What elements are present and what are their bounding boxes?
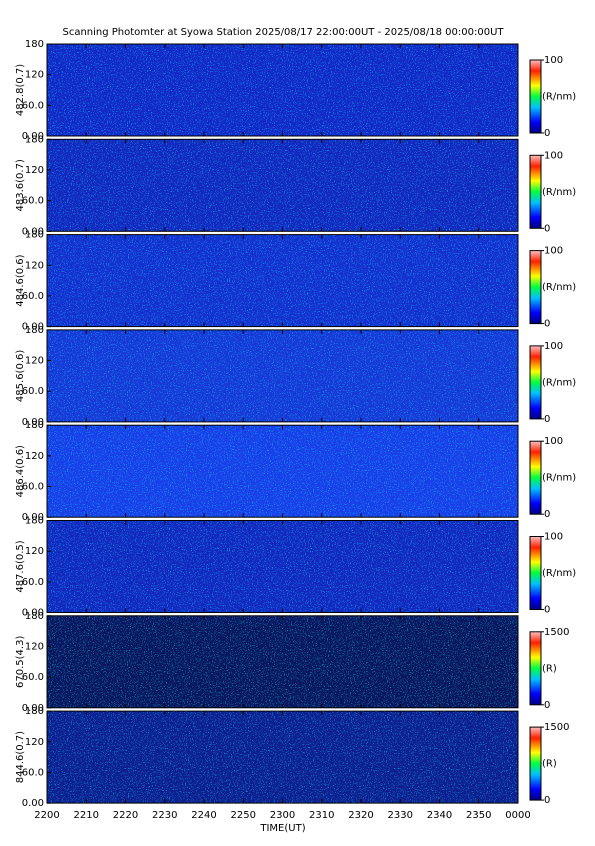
heatmap-noise bbox=[47, 234, 518, 327]
x-tick-label: 2350 bbox=[466, 810, 491, 821]
x-tick-label: 2330 bbox=[388, 810, 413, 821]
y-tick-label: 120 bbox=[25, 165, 44, 176]
colorbar-label: (R/nm) bbox=[542, 473, 576, 484]
colorbar bbox=[529, 250, 542, 325]
x-tick-label: 0000 bbox=[505, 810, 530, 821]
y-tick-label: 0.00 bbox=[22, 703, 44, 714]
colorbar-tick-label: 0 bbox=[544, 319, 550, 330]
y-tick-label: 120 bbox=[25, 737, 44, 748]
y-tick-label: 60.0 bbox=[22, 100, 44, 111]
colorbar-label: (R/nm) bbox=[542, 377, 576, 388]
x-tick-label: 2250 bbox=[231, 810, 256, 821]
x-tick-label: 2230 bbox=[152, 810, 177, 821]
y-tick-label: 60.0 bbox=[22, 767, 44, 778]
colorbar-label: (R) bbox=[542, 759, 557, 770]
colorbar bbox=[529, 59, 542, 134]
colorbar bbox=[529, 631, 542, 706]
y-tick-label: 180 bbox=[25, 706, 44, 717]
x-tick-label: 2340 bbox=[427, 810, 452, 821]
y-tick-label: 180 bbox=[25, 325, 44, 336]
colorbar-label: (R) bbox=[542, 663, 557, 674]
colorbar-tick-label: 0 bbox=[544, 414, 550, 425]
y-axis-label: 844.6(0.7) bbox=[15, 731, 26, 783]
colorbar bbox=[529, 726, 542, 801]
colorbar-label: (R/nm) bbox=[542, 282, 576, 293]
y-axis-label: 486.4(0.6) bbox=[15, 445, 26, 497]
colorbar-label: (R/nm) bbox=[542, 568, 576, 579]
y-tick-label: 120 bbox=[25, 451, 44, 462]
colorbar-tick-label: 1500 bbox=[544, 627, 569, 638]
heatmap-noise bbox=[47, 520, 518, 613]
x-tick-label: 2320 bbox=[348, 810, 373, 821]
y-tick-label: 60.0 bbox=[22, 291, 44, 302]
colorbar bbox=[529, 154, 542, 229]
y-tick-label: 0.00 bbox=[22, 226, 44, 237]
y-axis-label: 670.5(4.3) bbox=[15, 636, 26, 688]
colorbar bbox=[529, 345, 542, 420]
colorbar-tick-label: 0 bbox=[544, 700, 550, 711]
colorbar-tick-label: 0 bbox=[544, 509, 550, 520]
colorbar-label: (R/nm) bbox=[542, 92, 576, 103]
y-tick-label: 60.0 bbox=[22, 482, 44, 493]
y-axis-label: 484.6(0.6) bbox=[15, 254, 26, 306]
colorbar-tick-label: 100 bbox=[544, 341, 563, 352]
colorbar-tick-label: 100 bbox=[544, 246, 563, 257]
heatmap-noise bbox=[47, 711, 518, 804]
y-tick-label: 60.0 bbox=[22, 577, 44, 588]
y-tick-label: 0.00 bbox=[22, 417, 44, 428]
y-axis-label: 485.6(0.6) bbox=[15, 350, 26, 402]
x-axis-label: TIME(UT) bbox=[259, 823, 305, 834]
y-tick-label: 60.0 bbox=[22, 386, 44, 397]
x-tick-label: 2300 bbox=[270, 810, 295, 821]
colorbar-tick-label: 100 bbox=[544, 532, 563, 543]
heatmap-noise bbox=[47, 615, 518, 708]
x-tick-label: 2220 bbox=[113, 810, 138, 821]
y-tick-label: 0.00 bbox=[22, 608, 44, 619]
colorbar-label: (R/nm) bbox=[542, 187, 576, 198]
colorbar bbox=[529, 536, 542, 610]
x-tick-label: 2200 bbox=[34, 810, 59, 821]
heatmap-noise bbox=[47, 44, 518, 136]
x-tick-label: 2240 bbox=[191, 810, 216, 821]
heatmap-noise bbox=[47, 139, 518, 232]
colorbar bbox=[529, 440, 542, 515]
heatmap-noise bbox=[47, 329, 518, 422]
y-tick-label: 120 bbox=[25, 260, 44, 271]
title: Scanning Photomter at Syowa Station 2025… bbox=[62, 27, 504, 38]
y-tick-label: 120 bbox=[25, 641, 44, 652]
y-tick-label: 180 bbox=[25, 420, 44, 431]
colorbar-tick-label: 1500 bbox=[544, 722, 569, 733]
colorbar-tick-label: 100 bbox=[544, 150, 563, 161]
y-tick-label: 120 bbox=[25, 546, 44, 557]
y-tick-label: 180 bbox=[25, 611, 44, 622]
y-tick-label: 180 bbox=[25, 134, 44, 145]
y-tick-label: 120 bbox=[25, 356, 44, 367]
x-tick-label: 2210 bbox=[74, 810, 99, 821]
y-tick-label: 180 bbox=[25, 39, 44, 50]
x-tick-label: 2310 bbox=[309, 810, 334, 821]
y-tick-label: 0.00 bbox=[22, 322, 44, 333]
y-axis-label: 483.6(0.7) bbox=[15, 159, 26, 211]
colorbar-tick-label: 0 bbox=[544, 605, 550, 616]
y-tick-label: 0.00 bbox=[22, 512, 44, 523]
y-tick-label: 60.0 bbox=[22, 672, 44, 683]
colorbar-tick-label: 0 bbox=[544, 128, 550, 139]
colorbar-tick-label: 100 bbox=[544, 55, 563, 66]
colorbar-tick-label: 100 bbox=[544, 436, 563, 447]
heatmap-noise bbox=[47, 425, 518, 518]
y-tick-label: 60.0 bbox=[22, 196, 44, 207]
colorbar-tick-label: 0 bbox=[544, 795, 550, 806]
y-tick-label: 0.00 bbox=[22, 131, 44, 142]
y-tick-label: 0.00 bbox=[22, 798, 44, 809]
colorbar-tick-label: 0 bbox=[544, 223, 550, 234]
y-axis-label: 487.6(0.5) bbox=[15, 540, 26, 592]
y-tick-label: 180 bbox=[25, 230, 44, 241]
y-tick-label: 180 bbox=[25, 516, 44, 527]
y-axis-label: 482.8(0.7) bbox=[15, 64, 26, 116]
y-tick-label: 120 bbox=[25, 70, 44, 81]
